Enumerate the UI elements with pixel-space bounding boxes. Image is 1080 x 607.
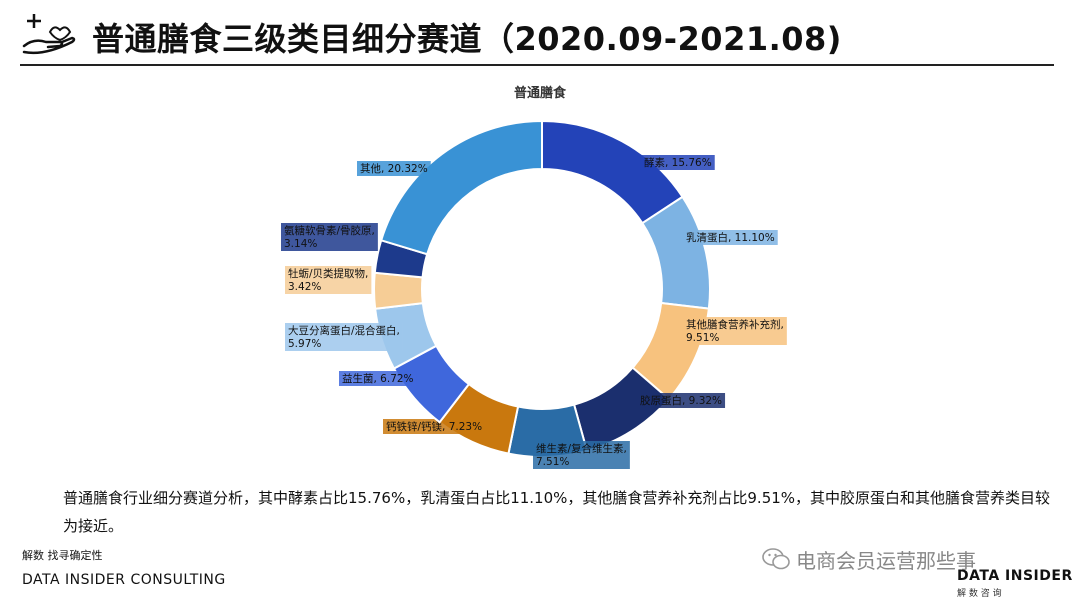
analysis-text: 普通膳食行业细分赛道分析，其中酵素占比15.76%，乳清蛋白占比11.10%，其… [63, 489, 1051, 535]
slice-label: 维生素/复合维生素,7.51% [533, 441, 630, 469]
slice-label: 牡蛎/贝类提取物,3.42% [285, 266, 372, 294]
slice-label: 大豆分离蛋白/混合蛋白,5.97% [285, 323, 403, 351]
svg-text:其他, 20.32%: 其他, 20.32% [360, 162, 428, 175]
svg-text:胶原蛋白, 9.32%: 胶原蛋白, 9.32% [640, 394, 722, 407]
svg-text:乳清蛋白, 11.10%: 乳清蛋白, 11.10% [686, 231, 775, 244]
svg-text:钙铁锌/钙镁, 7.23%: 钙铁锌/钙镁, 7.23% [386, 420, 482, 433]
brand-name: DATA INSIDER [957, 568, 1073, 584]
wechat-icon [762, 548, 790, 570]
slice-label: 氨糖软骨素/骨胶原,3.14% [281, 223, 378, 251]
svg-text:9.51%: 9.51% [686, 332, 719, 344]
donut-slice [373, 271, 424, 310]
svg-text:其他膳食营养补充剂,: 其他膳食营养补充剂, [686, 318, 784, 331]
footer-slogan: 解数 找寻确定性 [22, 549, 103, 562]
watermark-text: 电商会员运营那些事 [796, 549, 976, 573]
donut-slice [541, 119, 684, 225]
footer-company: DATA INSIDER CONSULTING [22, 572, 226, 588]
page-title: 普通膳食三级类目细分赛道（2020.09-2021.08) [92, 20, 842, 58]
svg-text:3.42%: 3.42% [288, 281, 321, 293]
slice-label: 钙铁锌/钙镁, 7.23% [383, 419, 486, 434]
svg-text:氨糖软骨素/骨胶原,: 氨糖软骨素/骨胶原, [284, 224, 375, 237]
svg-text:牡蛎/贝类提取物,: 牡蛎/贝类提取物, [288, 267, 368, 280]
chart-title: 普通膳食 [513, 86, 566, 101]
title-divider [20, 64, 1054, 66]
svg-text:7.51%: 7.51% [536, 456, 569, 468]
svg-text:益生菌, 6.72%: 益生菌, 6.72% [342, 372, 414, 385]
svg-text:酵素, 15.76%: 酵素, 15.76% [644, 156, 712, 169]
svg-text:3.14%: 3.14% [284, 238, 317, 250]
brand-name-cn: 解 数 咨 询 [957, 589, 1002, 599]
donut-slice [379, 119, 543, 256]
svg-text:大豆分离蛋白/混合蛋白,: 大豆分离蛋白/混合蛋白, [288, 324, 400, 337]
slice-label: 益生菌, 6.72% [339, 371, 417, 386]
slice-label: 乳清蛋白, 11.10% [683, 230, 778, 245]
slice-label: 胶原蛋白, 9.32% [637, 393, 726, 408]
hand-plus-icon [22, 14, 76, 55]
slice-label: 其他, 20.32% [357, 161, 431, 176]
svg-text:5.97%: 5.97% [288, 338, 321, 350]
svg-text:维生素/复合维生素,: 维生素/复合维生素, [536, 442, 627, 455]
slice-label: 其他膳食营养补充剂,9.51% [683, 317, 787, 345]
slice-label: 酵素, 15.76% [641, 155, 715, 170]
